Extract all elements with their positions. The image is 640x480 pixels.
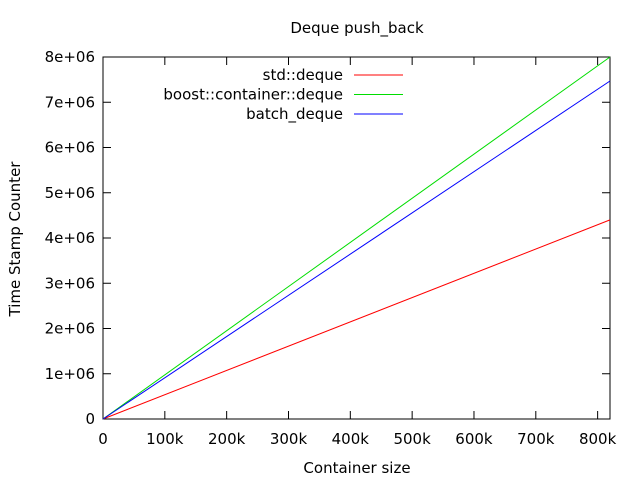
y-tick-label: 2e+06 bbox=[45, 320, 95, 338]
y-axis-label: Time Stamp Counter bbox=[6, 161, 24, 318]
x-tick-label: 700k bbox=[517, 430, 555, 448]
y-tick-label: 0 bbox=[85, 410, 95, 428]
y-tick-label: 8e+06 bbox=[45, 48, 95, 66]
legend-label: batch_deque bbox=[246, 105, 343, 124]
y-tick-label: 7e+06 bbox=[45, 93, 95, 111]
series-line-1 bbox=[102, 56, 611, 420]
x-tick-label: 200k bbox=[208, 430, 246, 448]
x-tick-label: 600k bbox=[455, 430, 493, 448]
y-axis: 0 1e+06 2e+06 3e+06 4e+06 5e+06 6e+06 7e+06 8e+0… bbox=[45, 48, 610, 428]
x-tick-label: 800k bbox=[579, 430, 617, 448]
series-line-0 bbox=[102, 219, 611, 420]
series-line-2 bbox=[102, 80, 611, 420]
legend: std::dequeboost::container::dequebatch_d… bbox=[163, 66, 403, 124]
x-tick-label: 0 bbox=[98, 430, 108, 448]
x-tick-label: 300k bbox=[270, 430, 308, 448]
y-tick-label: 6e+06 bbox=[45, 139, 95, 157]
y-tick-label: 4e+06 bbox=[45, 229, 95, 247]
x-axis: 0 100k 200k 300k 400k 500k 600k 700k 800k bbox=[98, 57, 617, 448]
chart-title: Deque push_back bbox=[290, 19, 424, 38]
x-tick-label: 400k bbox=[332, 430, 370, 448]
y-tick-label: 3e+06 bbox=[45, 274, 95, 292]
x-tick-label: 500k bbox=[393, 430, 431, 448]
legend-label: std::deque bbox=[263, 66, 343, 84]
x-axis-label: Container size bbox=[303, 459, 410, 477]
y-tick-label: 1e+06 bbox=[45, 365, 95, 383]
legend-label: boost::container::deque bbox=[163, 86, 343, 104]
series-lines bbox=[102, 56, 611, 420]
x-tick-label: 100k bbox=[146, 430, 184, 448]
y-tick-label: 5e+06 bbox=[45, 184, 95, 202]
